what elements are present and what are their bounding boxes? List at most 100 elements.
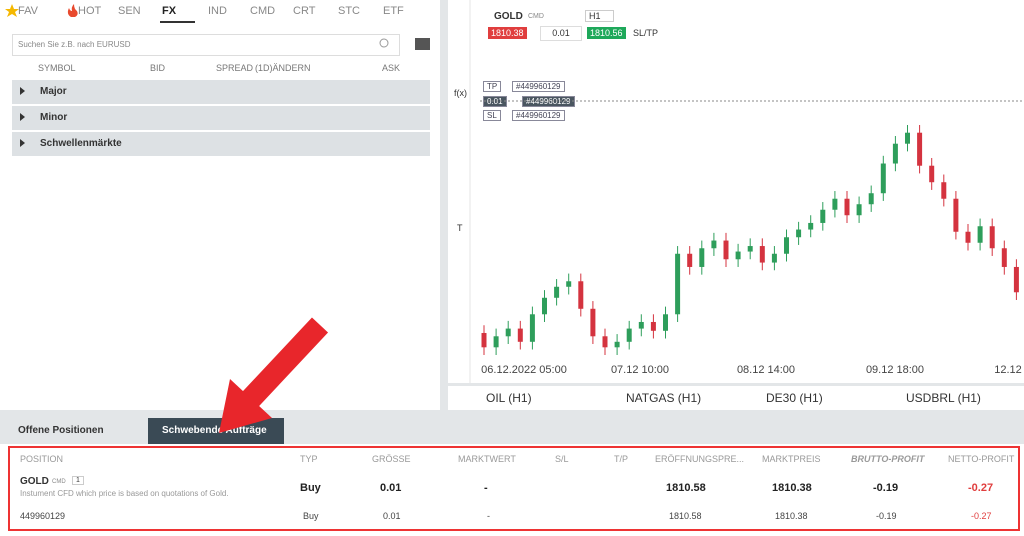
candle-body	[699, 248, 705, 267]
market-tab[interactable]: STC	[338, 5, 360, 17]
bottom-tab[interactable]: Offene Positionen	[18, 425, 104, 436]
candle-body	[953, 198, 959, 232]
bid-price[interactable]: 1810.38	[488, 27, 527, 39]
table-header: MARKTPREIS	[762, 454, 821, 464]
candle-body	[989, 226, 995, 249]
group-row[interactable]	[12, 106, 430, 130]
chart-tab[interactable]: USDBRL (H1)	[906, 391, 981, 405]
candle-body	[880, 163, 886, 194]
summary-gross_profit: -0.19	[873, 482, 899, 494]
detail-type: Buy	[303, 511, 319, 521]
candle-body	[687, 253, 693, 267]
group-arrow	[20, 87, 25, 95]
detail-size: 0.01	[383, 511, 401, 521]
detail-market_price: 1810.38	[775, 511, 808, 521]
instrument-symbol: GOLD	[494, 11, 523, 22]
group-label: Major	[40, 86, 67, 97]
candle-body	[759, 246, 765, 263]
candle-body	[856, 204, 862, 216]
candle-body	[784, 237, 789, 254]
detail-market_value: -	[487, 511, 490, 521]
market-tab[interactable]: SEN	[118, 5, 141, 17]
chart-tab[interactable]: DE30 (H1)	[766, 391, 823, 405]
bottom-tab-active[interactable]	[148, 418, 284, 444]
detail-gross_profit: -0.19	[876, 511, 897, 521]
table-header: BRUTTO-PROFIT	[851, 454, 925, 464]
toolbar-text[interactable]: T	[457, 223, 463, 233]
search-icon[interactable]	[379, 38, 389, 48]
candle-body	[892, 143, 898, 164]
candle-body	[747, 246, 753, 252]
sltp-button[interactable]: SL/TP	[633, 28, 659, 38]
candle-body	[723, 240, 729, 260]
candle-body	[554, 286, 560, 298]
toolbar-fx[interactable]: f(x)	[454, 88, 467, 98]
candle-body	[638, 321, 644, 329]
chart-tab[interactable]: OIL (H1)	[486, 391, 532, 405]
search-box[interactable]	[12, 34, 400, 56]
time-label: 08.12 14:00	[737, 364, 795, 376]
candle-body	[917, 132, 923, 166]
market-tab[interactable]: ETF	[383, 5, 404, 17]
group-label: Schwellenmärkte	[40, 138, 122, 149]
table-header: GRÖSSE	[372, 454, 411, 464]
market-panel	[0, 0, 440, 410]
position-description: Instument CFD which price is based on qu…	[20, 489, 229, 498]
bottom-panel	[0, 444, 1024, 536]
annotation-arrow	[236, 317, 329, 413]
candle-body	[711, 240, 717, 249]
group-row[interactable]	[12, 80, 430, 104]
chart-tab[interactable]: NATGAS (H1)	[626, 391, 702, 405]
column-header: SPREAD	[216, 63, 254, 73]
market-tab[interactable]: CMD	[250, 5, 276, 17]
star-icon	[5, 4, 19, 17]
table-header: S/L	[555, 454, 569, 464]
ask-price[interactable]: 1810.56	[587, 27, 626, 39]
time-label: 07.12 10:00	[611, 364, 669, 376]
column-header: BID	[150, 63, 166, 73]
candle-body	[941, 182, 947, 199]
bottom-tab[interactable]: Schwebende Aufträge	[162, 425, 267, 436]
candle-body	[771, 253, 777, 263]
candle-body	[820, 209, 826, 223]
detail-net_profit: -0.27	[971, 511, 992, 521]
candle-body	[505, 328, 511, 337]
summary-size: 0.01	[380, 482, 402, 494]
candle-body	[542, 297, 547, 315]
time-label: 12.12	[994, 364, 1022, 376]
group-arrow	[20, 139, 25, 147]
list-icon[interactable]	[415, 38, 430, 50]
table-header: NETTO-PROFIT	[948, 454, 1015, 464]
position-symbol: GOLD	[20, 476, 49, 487]
tp-id: #449960129	[512, 81, 565, 92]
timeframe[interactable]: H1	[585, 10, 614, 22]
candle-body	[481, 332, 487, 348]
table-header: MARKTWERT	[458, 454, 516, 464]
market-tab[interactable]: IND	[208, 5, 227, 17]
flame-icon	[67, 4, 78, 17]
volume-input[interactable]: 0.01	[540, 26, 582, 41]
group-row[interactable]	[12, 132, 430, 156]
tp-tag: TP	[483, 81, 502, 92]
sl-tag: SL	[483, 110, 501, 121]
summary-market_price: 1810.38	[772, 482, 812, 494]
column-header: (1D)ÄNDERN	[255, 63, 311, 73]
time-label: 09.12 18:00	[866, 364, 924, 376]
market-tab[interactable]: FAV	[18, 5, 38, 17]
candle-body	[905, 132, 910, 144]
summary-type: Buy	[300, 482, 321, 494]
position-class: CMD	[52, 479, 66, 485]
table-header: ERÖFFNUNGSPRE...	[655, 454, 745, 464]
position-count: 1	[72, 476, 84, 485]
market-tab[interactable]: FX	[162, 5, 177, 17]
candle-body	[675, 253, 681, 315]
table-header: TYP	[300, 454, 318, 464]
candle-body	[977, 226, 983, 243]
table-header: POSITION	[20, 454, 64, 464]
market-tab[interactable]: HOT	[78, 5, 102, 17]
market-tab[interactable]: CRT	[293, 5, 316, 17]
chart-tabs-bar	[448, 386, 1024, 410]
detail-id: 449960129	[20, 511, 66, 521]
